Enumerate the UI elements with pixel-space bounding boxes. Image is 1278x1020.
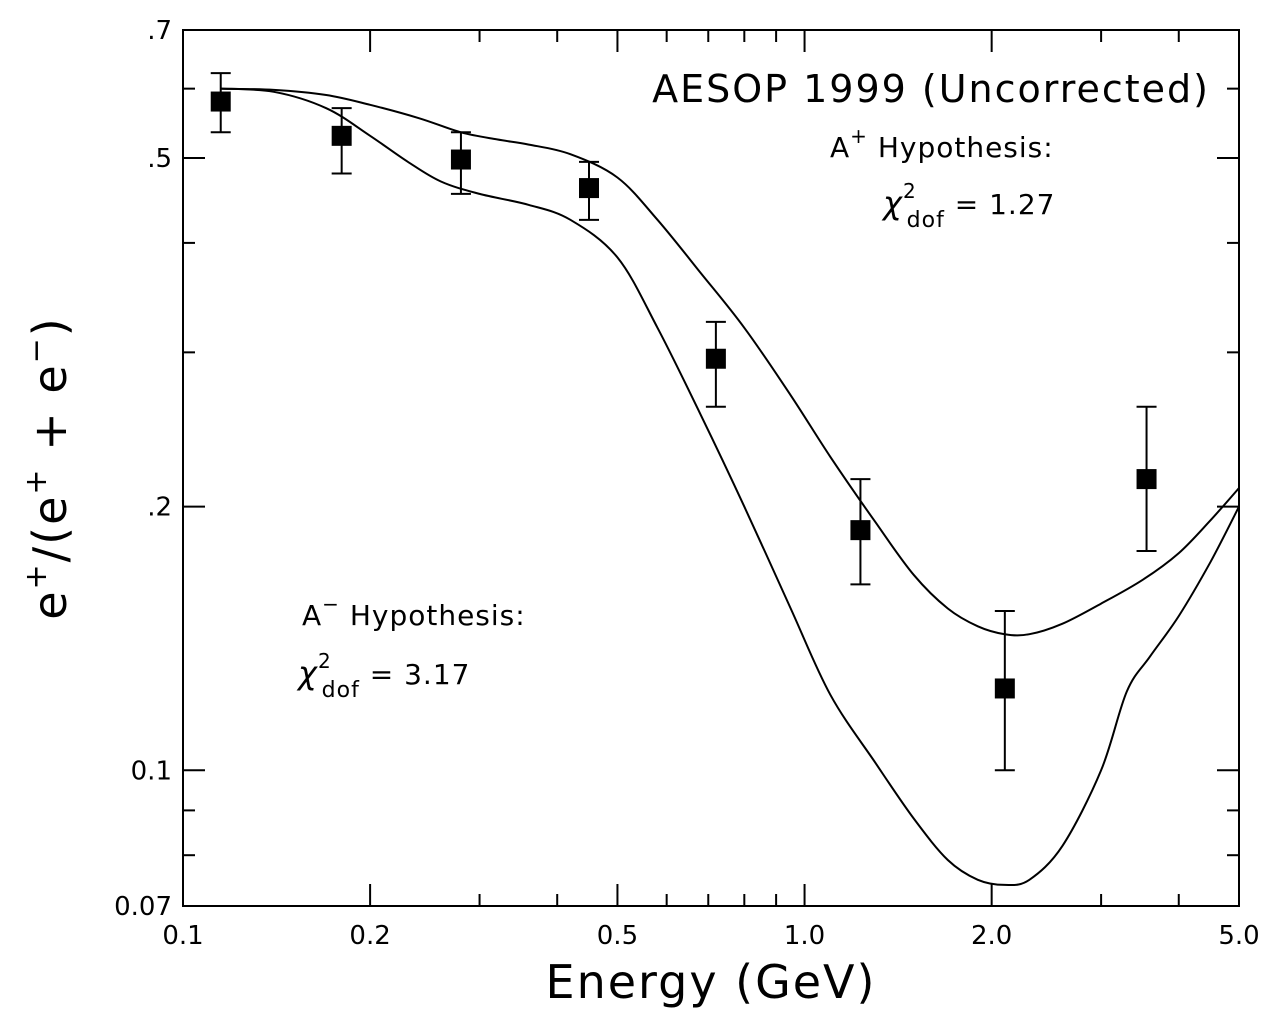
data-point [994,610,1015,772]
data-point [579,160,600,221]
data-point [850,478,871,586]
annotation-aplus-chi2: χ2 dof = 1.27 [881,179,1055,233]
plot-frame [182,29,1240,907]
data-point [705,320,726,408]
x-tick-label: 0.2 [349,921,390,951]
chart-title: AESOP 1999 (Uncorrected) [652,67,1210,111]
annotation-aminus-hypothesis: A− Hypothesis: [302,592,526,632]
y-tick-label: 0.1 [131,756,172,786]
data-marker [450,149,471,170]
data-point [450,131,471,195]
model-curves [220,87,1240,887]
data-marker [1136,469,1157,490]
annotation-aminus-chi2: χ2 dof = 3.17 [296,649,470,703]
data-point [1136,405,1157,552]
x-tick-label: 1.0 [784,921,825,951]
data-marker [579,178,600,199]
tick-marks [182,29,1240,907]
x-tick-label: 0.1 [162,921,203,951]
y-tick-label: .7 [147,16,172,46]
x-axis-label: Energy (GeV) [546,955,877,1009]
annotation-aplus-hypothesis: A+ Hypothesis: [830,124,1054,164]
data-point [210,72,231,134]
y-tick-label: .5 [147,144,172,174]
y-axis-label: e+/(e+ + e−) [19,316,77,620]
x-tick-label: 0.5 [597,921,638,951]
x-tick-label: 2.0 [971,921,1012,951]
x-tick-label: 5.0 [1218,921,1259,951]
data-marker [331,125,352,146]
tick-labels: 0.1 0.2 0.5 1.0 2.0 5.00.070.1.2.5.7 [114,16,1260,951]
y-tick-label: .2 [147,493,172,523]
y-tick-label: 0.07 [114,892,172,922]
curve-aminus-hypothesis [220,87,1240,887]
data-marker [210,91,231,112]
data-marker [850,520,871,541]
data-point [331,107,352,175]
data-marker [705,348,726,369]
data-points [210,72,1157,772]
curve-aplus-hypothesis [220,87,1240,637]
data-marker [994,678,1015,699]
